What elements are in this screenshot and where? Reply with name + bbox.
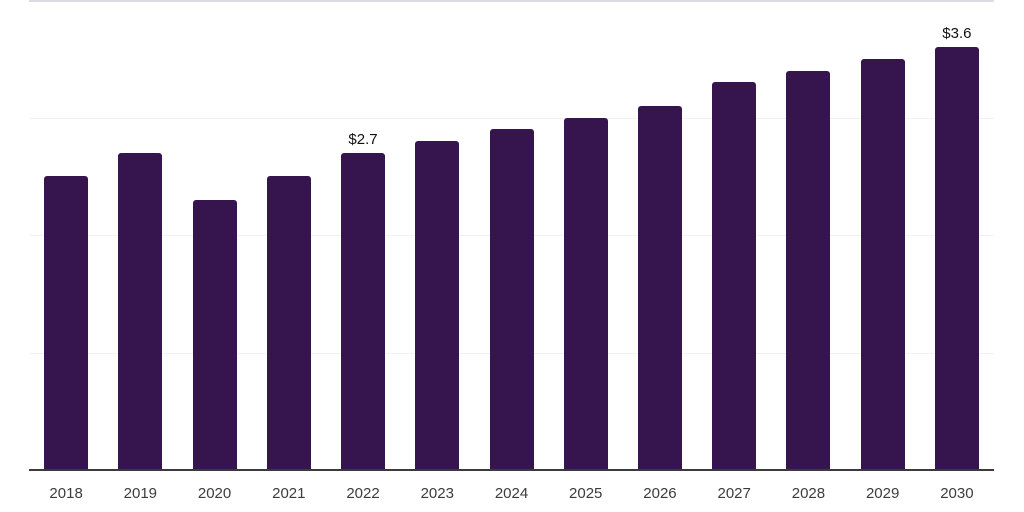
x-tick-label-2021: 2021 — [272, 485, 306, 502]
bar-2020 — [192, 199, 237, 470]
bar-2026 — [637, 105, 682, 470]
x-tick-label-2019: 2019 — [123, 485, 158, 502]
x-tick-label-2025: 2025 — [569, 485, 603, 502]
x-tick-label-2029: 2029 — [865, 485, 900, 502]
data-label-2022: $2.7 — [348, 130, 378, 148]
bar-2029 — [860, 58, 905, 470]
x-tick-label-2023: 2023 — [420, 485, 454, 502]
x-tick-label-2026: 2026 — [643, 485, 677, 502]
x-axis-line — [29, 469, 994, 471]
bar-2024 — [489, 129, 534, 470]
gridline — [29, 117, 994, 119]
x-tick-label-2024: 2024 — [494, 485, 529, 502]
x-tick-label-2022: 2022 — [346, 485, 380, 502]
data-label-2030: $3.6 — [942, 25, 972, 42]
bar-2023 — [415, 141, 460, 470]
bar-2019 — [118, 152, 163, 470]
x-tick-label-2020: 2020 — [197, 485, 232, 502]
bar-2027 — [712, 82, 757, 470]
x-tick-label-2028: 2028 — [791, 485, 826, 502]
bar-2030 — [934, 47, 979, 470]
bar-2022 — [341, 152, 386, 470]
top-gridline — [29, 0, 994, 2]
bar-2025 — [563, 117, 608, 470]
x-tick-label-2030: 2030 — [940, 485, 974, 502]
x-tick-label-2027: 2027 — [717, 485, 751, 502]
bar-2021 — [266, 176, 311, 470]
bar-2028 — [786, 70, 831, 470]
bar-2018 — [44, 176, 89, 470]
x-tick-label-2018: 2018 — [49, 485, 83, 502]
